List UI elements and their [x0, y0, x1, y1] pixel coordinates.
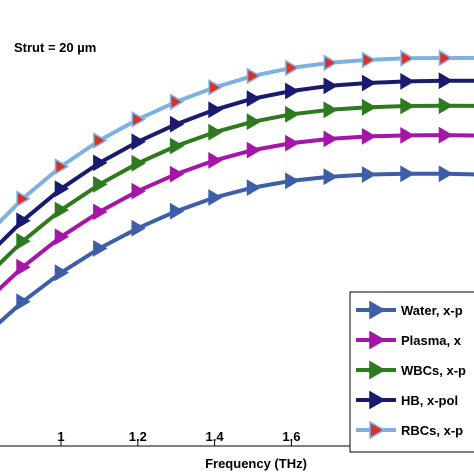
legend-item-3: WBCs, x-p	[356, 360, 466, 380]
data-point-1-8	[208, 189, 223, 206]
data-point-5-7	[169, 93, 185, 111]
data-point-5-6	[131, 111, 146, 128]
data-point-1-12	[361, 166, 377, 183]
data-point-2-11	[323, 130, 338, 148]
data-point-1-13	[400, 165, 415, 183]
series-2	[0, 126, 474, 292]
data-point-5-8	[208, 79, 223, 96]
data-point-1-9	[246, 179, 262, 196]
data-point-4-14	[438, 72, 454, 90]
data-point-4-6	[131, 133, 146, 151]
data-point-5-11	[323, 54, 338, 72]
data-point-1-11	[323, 168, 338, 186]
data-point-3-12	[361, 98, 377, 116]
data-point-3-10	[285, 105, 300, 123]
data-point-4-7	[169, 115, 185, 133]
data-point-2-5	[93, 203, 108, 221]
strut-annotation: Strut = 20 µm	[14, 40, 96, 55]
data-point-3-14	[438, 97, 454, 115]
data-point-3-3	[16, 232, 31, 250]
legend-item-2: Plasma, x	[356, 330, 462, 350]
data-point-2-4	[54, 228, 70, 246]
legend-label-1: Water, x-p	[401, 303, 463, 318]
data-point-2-13	[400, 127, 415, 144]
data-point-3-4	[54, 201, 70, 219]
data-point-2-3	[16, 258, 31, 276]
data-point-5-3	[16, 190, 31, 208]
data-point-1-4	[54, 264, 70, 282]
data-point-4-11	[323, 77, 338, 95]
x-tick-label-1: 1	[57, 429, 64, 444]
data-point-2-12	[361, 128, 377, 145]
data-point-3-13	[400, 97, 415, 115]
x-tick-label-4: 1.6	[282, 429, 300, 444]
legend-label-3: WBCs, x-p	[401, 363, 466, 378]
data-point-1-6	[131, 219, 146, 237]
data-point-5-5	[93, 132, 108, 149]
data-point-2-9	[246, 141, 262, 159]
series-1	[0, 165, 474, 325]
series-5	[0, 49, 474, 225]
data-point-3-11	[323, 101, 338, 119]
data-point-5-12	[361, 51, 377, 69]
data-point-5-9	[246, 67, 262, 85]
legend-item-1: Water, x-p	[356, 300, 463, 320]
data-point-5-10	[285, 59, 300, 77]
x-axis-title: Frequency (THz)	[205, 456, 307, 471]
data-point-1-14	[438, 165, 454, 183]
series-layer	[0, 49, 474, 325]
data-point-2-6	[131, 182, 146, 200]
data-point-3-9	[246, 113, 262, 131]
data-point-3-7	[169, 137, 185, 155]
data-point-1-3	[16, 293, 31, 311]
legend-marker-5	[369, 420, 386, 440]
legend-marker-2	[369, 330, 386, 350]
series-4	[0, 72, 474, 247]
data-point-3-6	[131, 154, 146, 172]
data-point-4-10	[285, 82, 300, 100]
data-point-5-13	[400, 49, 415, 67]
legend-label-5: RBCs, x-p	[401, 423, 463, 438]
data-point-5-14	[438, 49, 454, 67]
data-point-2-14	[438, 126, 454, 144]
legend-label-2: Plasma, x	[401, 333, 462, 348]
data-point-1-10	[285, 172, 300, 190]
legend-marker-4	[369, 390, 386, 410]
x-tick-label-2: 1.2	[129, 429, 147, 444]
legend-marker-3	[369, 360, 386, 380]
data-point-2-10	[285, 134, 300, 152]
legend: Water, x-p Plasma, x WBCs, x-p HB, x-pol RBC…	[349, 291, 474, 453]
data-point-4-8	[208, 101, 223, 119]
x-tick-label-3: 1.4	[206, 429, 225, 444]
data-point-4-3	[16, 212, 31, 230]
data-point-4-5	[93, 154, 108, 172]
data-point-4-13	[400, 73, 415, 90]
legend-label-4: HB, x-pol	[401, 393, 458, 408]
data-point-4-4	[54, 180, 70, 198]
data-point-3-5	[93, 176, 108, 193]
data-point-1-5	[93, 240, 108, 257]
data-point-2-7	[169, 165, 185, 183]
data-point-4-9	[246, 90, 262, 107]
data-point-4-12	[361, 74, 377, 92]
legend-item-4: HB, x-pol	[356, 390, 458, 410]
data-point-3-8	[208, 123, 223, 141]
data-point-2-8	[208, 152, 223, 169]
data-point-1-7	[169, 202, 185, 220]
series-3	[0, 97, 474, 267]
legend-item-5: RBCs, x-p	[356, 420, 463, 440]
legend-marker-1	[369, 300, 386, 320]
data-point-5-4	[54, 158, 70, 175]
